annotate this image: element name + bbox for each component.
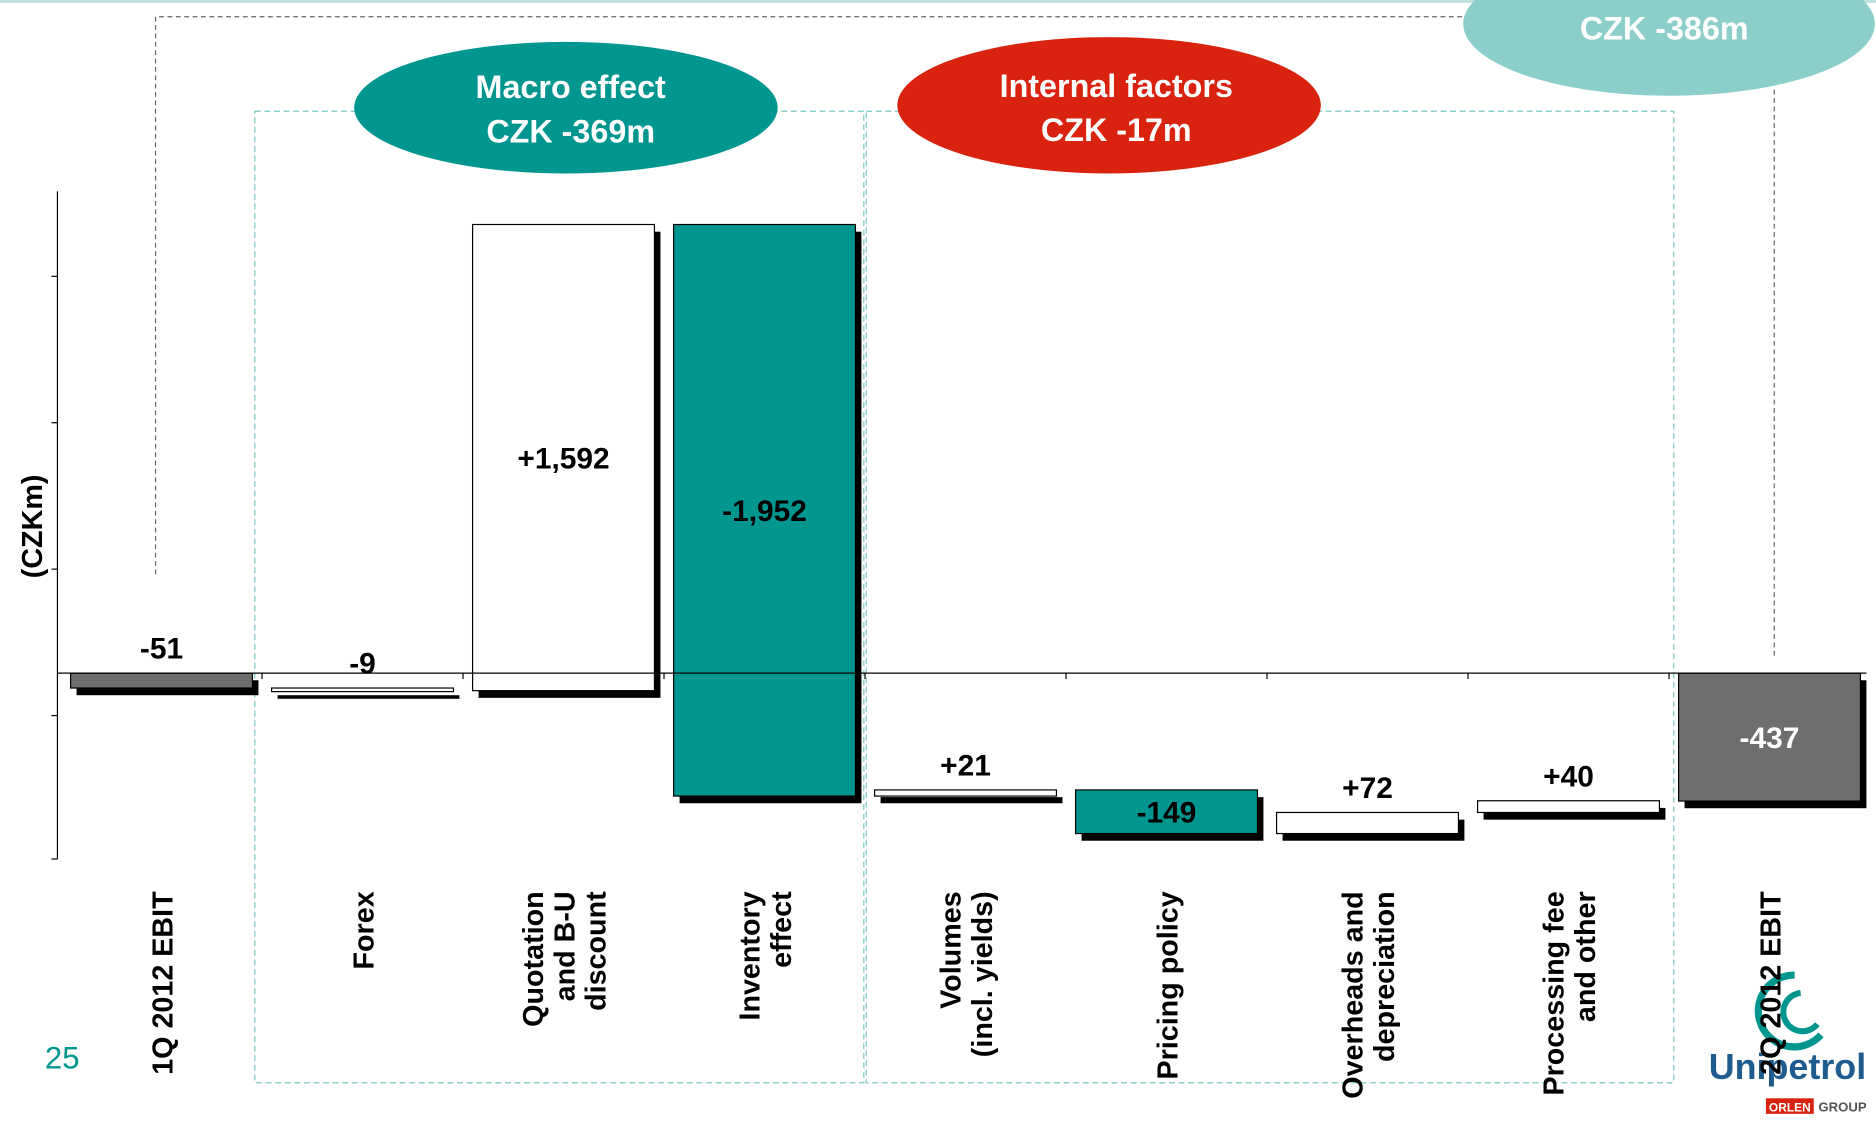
logo-text: Unipetrol — [1709, 1047, 1866, 1087]
data-label: -51 — [140, 633, 183, 666]
bar — [271, 687, 455, 693]
bar — [873, 789, 1058, 797]
x-tick-label: 1Q 2012 EBIT — [147, 891, 179, 1075]
logo: Unipetrol ORLEN GROUP — [1709, 971, 1867, 1114]
bar — [1476, 800, 1661, 814]
logo-badge — [1765, 1098, 1814, 1114]
bar — [70, 672, 254, 689]
data-label: +72 — [1342, 772, 1393, 805]
data-label: +1,592 — [517, 442, 609, 475]
bar — [1074, 789, 1259, 835]
bar — [672, 223, 857, 797]
annotation: Internal factors — [1000, 68, 1233, 104]
x-tick-label: Overheads anddepreciation — [1338, 891, 1401, 1098]
logo-group: GROUP — [1818, 1099, 1866, 1114]
internal-oval — [897, 37, 1321, 174]
x-tick-label: Quotationand B-Udiscount — [518, 891, 612, 1027]
x-tick-label: Forex — [348, 891, 380, 969]
logo-brand: ORLEN — [1769, 1100, 1811, 1114]
data-label: -149 — [1137, 797, 1197, 830]
total-oval — [1463, 0, 1875, 96]
bar-shadow — [880, 797, 1063, 804]
page-number: 25 — [45, 1040, 80, 1075]
x-tick-label: Pricing policy — [1152, 891, 1184, 1079]
x-tick-label: 2Q 2012 EBIT — [1755, 891, 1787, 1075]
x-tick-label: Volumes(incl. yields) — [936, 891, 999, 1057]
data-label: +40 — [1543, 760, 1594, 793]
x-tick-label: Processing feeand other — [1539, 891, 1602, 1095]
bar-shadow — [277, 695, 460, 699]
bracket-left — [154, 16, 1466, 575]
bar — [1677, 672, 1862, 802]
data-label: -1,952 — [722, 495, 807, 528]
y-axis-label: (CZKm) — [17, 475, 49, 579]
data-label: -437 — [1740, 722, 1800, 755]
bar — [1275, 811, 1460, 835]
macro-oval — [354, 41, 778, 174]
logo-mark — [1754, 971, 1824, 1051]
data-label: -9 — [349, 648, 376, 681]
bar-shadow — [1483, 807, 1666, 820]
data-label: +21 — [940, 750, 991, 783]
x-tick-label: Inventoryeffect — [735, 891, 798, 1021]
annotation: CZK -369m — [486, 113, 655, 149]
macro-box — [254, 110, 865, 1084]
logo-mark — [1780, 990, 1820, 1035]
annotation: Macro effect — [476, 69, 666, 105]
annotation: CZK -386m — [1580, 10, 1749, 46]
annotation: CZK -17m — [1041, 112, 1192, 148]
bar — [471, 223, 656, 692]
